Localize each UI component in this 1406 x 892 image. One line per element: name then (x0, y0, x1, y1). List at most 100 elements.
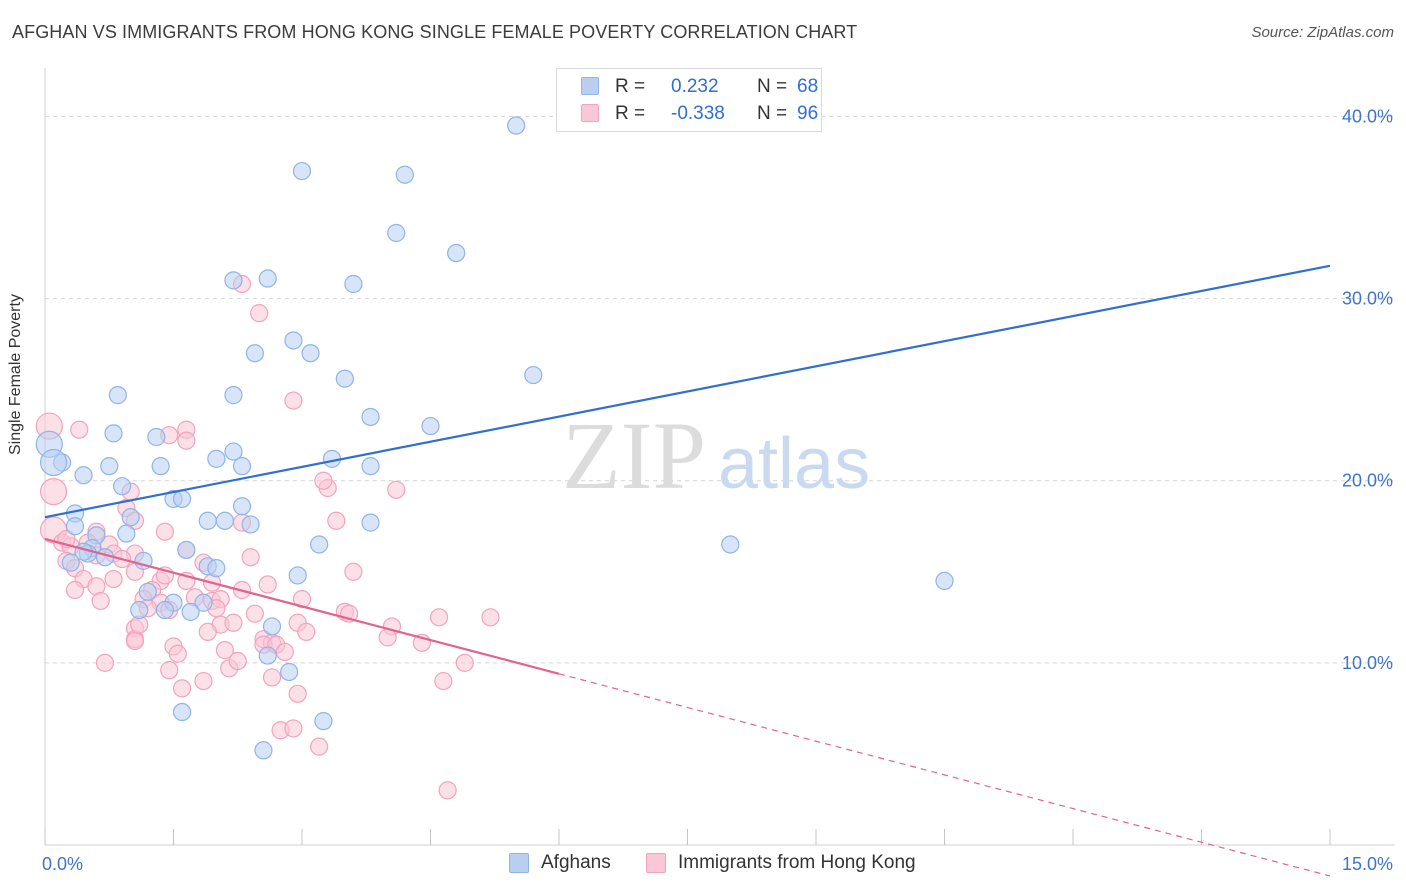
hong-kong-point (284, 391, 303, 410)
afghans-point (194, 593, 213, 612)
n-label: N = (757, 103, 788, 124)
hong-kong-point (292, 590, 312, 609)
hong-kong-point (172, 679, 192, 698)
hong-kong-point (429, 608, 449, 627)
watermark-atlas: atlas (718, 424, 870, 504)
afghans-point (361, 457, 380, 476)
hong-kong-point (438, 781, 457, 800)
hong-kong-point (481, 608, 500, 627)
afghans-point (288, 566, 307, 585)
hong-kong-point (327, 511, 346, 530)
afghans-point (104, 424, 123, 443)
afghans-trend-line (44, 264, 1331, 519)
afghans-point (310, 535, 329, 554)
x-tick-label: 0.0% (42, 854, 83, 874)
afghans-point (224, 442, 243, 461)
tick-labels: 10.0% 20.0% 30.0% 40.0% 0.0% 15.0% (42, 106, 1393, 874)
afghans-point (155, 600, 175, 620)
afghans-point (232, 457, 252, 476)
hong-kong-point (297, 622, 316, 641)
hong-kong-point (241, 548, 260, 567)
afghans-point (151, 457, 170, 476)
afghans-point (361, 407, 380, 427)
afghans-point (335, 369, 354, 388)
r-label: R = (615, 76, 646, 97)
afghans-point (198, 511, 217, 530)
afghans-point (74, 466, 93, 485)
afghans-point (258, 269, 277, 288)
afghans-point (130, 600, 149, 620)
afghans-point (177, 540, 196, 560)
hong-kong-point (194, 671, 213, 691)
afghans-point (447, 243, 466, 263)
hong-kong-point (70, 420, 89, 439)
afghans-point (507, 116, 526, 135)
afghans-legend-label: Afghans (541, 852, 611, 873)
afghans-point (314, 712, 333, 731)
hong-kong-point (310, 737, 329, 756)
afghans-swatch (581, 77, 599, 95)
afghans-point (172, 489, 192, 509)
r-label: R = (615, 103, 646, 124)
x-tick-label: 15.0% (1342, 854, 1393, 874)
afghans-point (232, 497, 252, 516)
afghans-point (344, 274, 363, 294)
afghans-point (65, 517, 85, 536)
hong-kong-point (177, 431, 196, 450)
afghans-point (284, 331, 303, 350)
afghans-point (395, 165, 414, 184)
hong-kong-point (258, 575, 277, 594)
hong-kong-point (288, 684, 307, 703)
afghans-point (241, 515, 260, 534)
hong-kong-legend-label: Immigrants from Hong Kong (678, 852, 916, 873)
afghans-point (254, 741, 273, 760)
afghans-point (224, 386, 243, 405)
afghans-point (61, 553, 80, 572)
afghans-point (935, 571, 954, 590)
hong-kong-point (39, 478, 68, 506)
n-value: 96 (797, 103, 819, 124)
afghans-point (224, 271, 243, 290)
afghans-point (181, 602, 200, 621)
n-label: N = (757, 76, 788, 97)
afghans-point (117, 524, 136, 543)
n-value: 68 (797, 76, 819, 97)
afghans-point (207, 559, 226, 578)
afghans-point (138, 582, 157, 601)
hong-kong-point (160, 661, 179, 680)
chart-title: AFGHAN VS IMMIGRANTS FROM HONG KONG SING… (12, 22, 858, 42)
afghans-point (147, 427, 166, 447)
hong-kong-point (262, 668, 282, 687)
hong-kong-legend-swatch (646, 853, 666, 873)
afghans-point (39, 448, 68, 477)
afghans-point (172, 702, 192, 722)
data-points (35, 116, 954, 800)
afghans-point (292, 161, 312, 181)
hong-kong-point (198, 622, 217, 641)
hong-kong-point (245, 604, 264, 623)
y-tick-label: 30.0% (1342, 289, 1393, 309)
stats-legend: R = 0.232 N = 68 R = -0.338 N = 96 (556, 68, 822, 132)
hong-kong-point (284, 719, 303, 738)
afghans-point (301, 344, 320, 363)
afghans-point (280, 662, 299, 682)
afghans-legend-swatch (509, 853, 529, 873)
afghans-point (112, 477, 132, 496)
y-tick-label: 20.0% (1342, 471, 1393, 491)
watermark: ZIP atlas (562, 402, 870, 509)
afghans-point (121, 508, 140, 527)
hong-kong-point (215, 641, 234, 660)
hong-kong-point (155, 522, 175, 541)
hong-kong-trend-line (44, 537, 560, 675)
hong-kong-point (250, 304, 269, 323)
y-tick-label: 40.0% (1342, 106, 1393, 126)
hong-kong-swatch (581, 104, 599, 122)
hong-kong-point (455, 653, 474, 672)
hong-kong-point (125, 631, 145, 651)
hong-kong-point (91, 591, 110, 611)
afghans-point (207, 449, 226, 468)
hong-kong-point (224, 613, 243, 632)
hong-kong-trend-extension (558, 673, 1331, 877)
afghans-point (258, 646, 277, 665)
